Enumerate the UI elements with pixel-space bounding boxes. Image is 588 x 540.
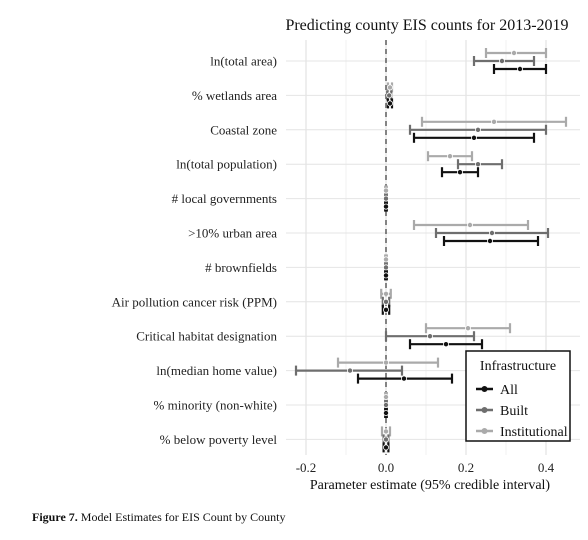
category-label: >10% urban area — [188, 226, 277, 241]
estimate-point — [382, 290, 389, 297]
estimate-point — [386, 84, 393, 91]
estimate-point — [400, 375, 407, 382]
estimate-point — [382, 393, 389, 400]
estimate-point — [382, 298, 389, 305]
category-label: Coastal zone — [210, 122, 277, 137]
estimate-point — [386, 92, 393, 99]
estimate-point — [382, 428, 389, 435]
estimate-point — [470, 134, 477, 141]
legend-key-point — [481, 407, 488, 413]
estimate-point — [456, 169, 463, 176]
category-label: ln(median home value) — [156, 363, 277, 378]
estimate-point — [346, 367, 353, 374]
estimate-point — [474, 126, 481, 133]
grid — [286, 40, 580, 455]
estimate-point — [498, 58, 505, 65]
estimate-point — [486, 237, 493, 244]
x-tick-label: 0.0 — [378, 460, 394, 475]
category-labels: ln(total area) % wetlands area Coastal zon… — [112, 54, 278, 447]
estimate-point — [386, 100, 393, 107]
estimate-point — [382, 401, 389, 408]
caption-text: Model Estimates for EIS Count by County — [77, 510, 286, 524]
series-all — [356, 64, 548, 453]
estimate-point — [446, 153, 453, 160]
category-label: % below poverty level — [160, 432, 278, 447]
estimate-point — [382, 264, 389, 271]
estimate-point — [382, 436, 389, 443]
category-label: % minority (non-white) — [154, 398, 277, 413]
category-label: ln(total population) — [176, 157, 277, 172]
legend-key-point — [481, 428, 488, 434]
series-built — [294, 56, 550, 445]
estimate-point — [382, 409, 389, 416]
legend-items: All Built Institutional — [476, 383, 568, 440]
category-label: Air pollution cancer risk (PPM) — [112, 294, 277, 309]
x-tick-label: 0.4 — [538, 460, 555, 475]
legend-key-point — [481, 386, 488, 392]
estimate-point — [510, 50, 517, 57]
estimate-point — [474, 161, 481, 168]
x-tick-label: 0.2 — [458, 460, 474, 475]
estimate-point — [517, 66, 524, 73]
x-tick-label: -0.2 — [296, 460, 317, 475]
category-label: # brownfields — [205, 260, 277, 275]
estimate-point — [442, 341, 449, 348]
legend: Infrastructure All Built Institutional — [465, 350, 571, 442]
category-label: ln(total area) — [210, 54, 277, 69]
x-tick-labels: -0.2 0.0 0.2 0.4 — [296, 460, 555, 475]
estimate-point — [382, 272, 389, 279]
estimate-point — [490, 118, 497, 125]
figure-caption: Figure 7. Model Estimates for EIS Count … — [32, 510, 285, 525]
estimate-point — [466, 221, 473, 228]
x-axis-title: Parameter estimate (95% credible interva… — [310, 478, 551, 493]
estimate-point — [488, 229, 495, 236]
estimate-point — [382, 256, 389, 263]
category-label: Critical habitat designation — [136, 329, 277, 344]
estimate-point — [382, 203, 389, 210]
legend-label-institutional: Institutional — [500, 425, 568, 440]
estimate-point — [382, 444, 389, 451]
legend-title: Infrastructure — [480, 359, 556, 374]
legend-box — [465, 350, 571, 442]
estimate-point — [382, 306, 389, 313]
caption-label: Figure 7. — [32, 510, 78, 524]
estimate-point — [382, 359, 389, 366]
category-label: % wetlands area — [192, 88, 277, 103]
chart-title: Predicting county EIS counts for 2013-20… — [285, 17, 568, 34]
series-institutional — [336, 48, 568, 437]
estimate-point — [382, 195, 389, 202]
legend-label-all: All — [500, 383, 518, 398]
category-label: # local governments — [172, 191, 277, 206]
estimate-point — [464, 325, 471, 332]
estimate-point — [382, 187, 389, 194]
legend-label-built: Built — [500, 404, 528, 419]
series-layer — [294, 48, 568, 453]
estimate-point — [426, 333, 433, 340]
